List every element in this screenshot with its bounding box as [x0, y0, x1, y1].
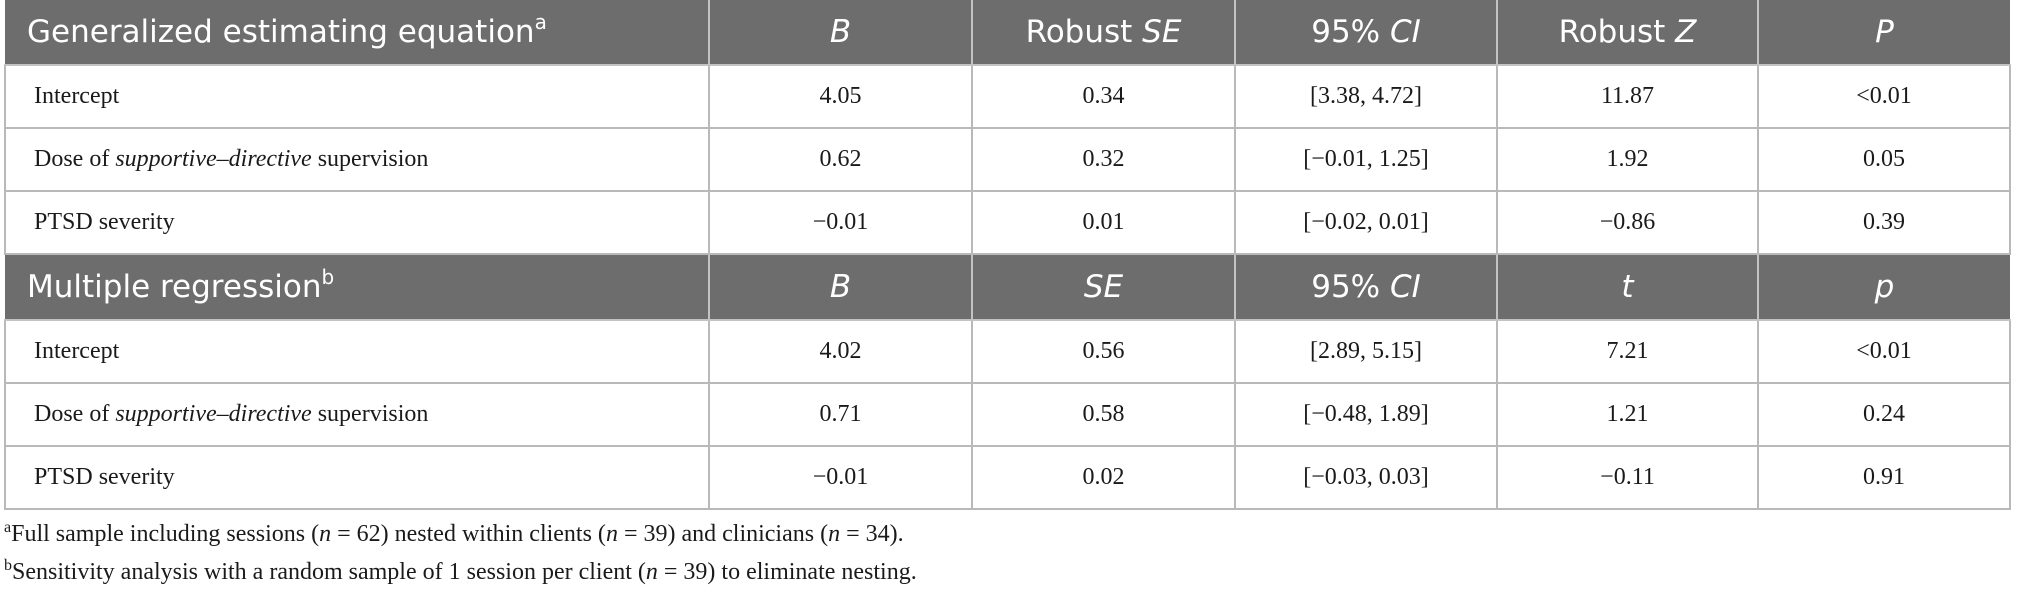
cell-ci: [−0.48, 1.89]	[1235, 383, 1498, 447]
cell-stat: −0.86	[1497, 191, 1759, 255]
table-row: PTSD severity −0.01 0.01 [−0.02, 0.01] −…	[4, 191, 2011, 255]
col-header-se: Robust SE	[972, 0, 1236, 66]
table-row: Intercept 4.05 0.34 [3.38, 4.72] 11.87 <…	[4, 65, 2011, 129]
footnote-b: bSensitivity analysis with a random samp…	[4, 557, 917, 585]
section-header-regression: Multiple regressionb B SE 95% CI t p	[5, 254, 2010, 321]
cell-se: 0.34	[972, 65, 1236, 129]
cell-p: 0.24	[1758, 383, 2011, 447]
footnote-mark: b	[4, 557, 12, 574]
footnote-mark: b	[321, 265, 335, 289]
table-row: Intercept 4.02 0.56 [2.89, 5.15] 7.21 <0…	[4, 320, 2011, 384]
col-header-stat: Robust Z	[1497, 0, 1759, 66]
col-header-p: p	[1758, 254, 2010, 321]
cell-p: <0.01	[1758, 320, 2011, 384]
col-header-se: SE	[972, 254, 1236, 321]
cell-se: 0.32	[972, 128, 1236, 192]
cell-stat: −0.11	[1497, 446, 1759, 510]
footnote-mark: a	[4, 519, 12, 536]
cell-p: <0.01	[1758, 65, 2011, 129]
cell-b: −0.01	[709, 191, 973, 255]
col-header-ci: 95% CI	[1235, 0, 1498, 66]
col-header-p: P	[1758, 0, 2010, 66]
cell-b: 4.02	[709, 320, 973, 384]
section-title: Generalized estimating equationa	[5, 0, 710, 66]
row-label: Dose of supportive–directive supervision	[4, 383, 710, 447]
cell-b: 0.62	[709, 128, 973, 192]
row-label: PTSD severity	[4, 446, 710, 510]
cell-b: 4.05	[709, 65, 973, 129]
cell-ci: [−0.03, 0.03]	[1235, 446, 1498, 510]
section-header-gee: Generalized estimating equationa B Robus…	[5, 0, 2010, 66]
section-title: Multiple regressionb	[5, 254, 710, 321]
table-row: PTSD severity −0.01 0.02 [−0.03, 0.03] −…	[4, 446, 2011, 510]
cell-b: 0.71	[709, 383, 973, 447]
cell-ci: [−0.01, 1.25]	[1235, 128, 1498, 192]
results-table: Generalized estimating equationa B Robus…	[4, 0, 2011, 510]
cell-se: 0.01	[972, 191, 1236, 255]
row-label: PTSD severity	[4, 191, 710, 255]
cell-se: 0.58	[972, 383, 1236, 447]
row-label: Dose of supportive–directive supervision	[4, 128, 710, 192]
results-table-container: Generalized estimating equationa B Robus…	[4, 0, 2011, 510]
cell-ci: [−0.02, 0.01]	[1235, 191, 1498, 255]
cell-p: 0.91	[1758, 446, 2011, 510]
cell-se: 0.02	[972, 446, 1236, 510]
cell-stat: 11.87	[1497, 65, 1759, 129]
cell-ci: [2.89, 5.15]	[1235, 320, 1498, 384]
col-header-stat: t	[1497, 254, 1759, 321]
cell-b: −0.01	[709, 446, 973, 510]
col-header-ci: 95% CI	[1235, 254, 1498, 321]
cell-stat: 7.21	[1497, 320, 1759, 384]
cell-p: 0.05	[1758, 128, 2011, 192]
col-header-b: B	[709, 0, 973, 66]
table-row: Dose of supportive–directive supervision…	[4, 128, 2011, 192]
cell-stat: 1.92	[1497, 128, 1759, 192]
table-row: Dose of supportive–directive supervision…	[4, 383, 2011, 447]
cell-stat: 1.21	[1497, 383, 1759, 447]
cell-ci: [3.38, 4.72]	[1235, 65, 1498, 129]
col-header-b: B	[709, 254, 973, 321]
cell-p: 0.39	[1758, 191, 2011, 255]
row-label: Intercept	[4, 320, 710, 384]
footnote-mark: a	[534, 10, 547, 34]
footnote-a: aFull sample including sessions (n = 62)…	[4, 519, 904, 547]
cell-se: 0.56	[972, 320, 1236, 384]
row-label: Intercept	[4, 65, 710, 129]
